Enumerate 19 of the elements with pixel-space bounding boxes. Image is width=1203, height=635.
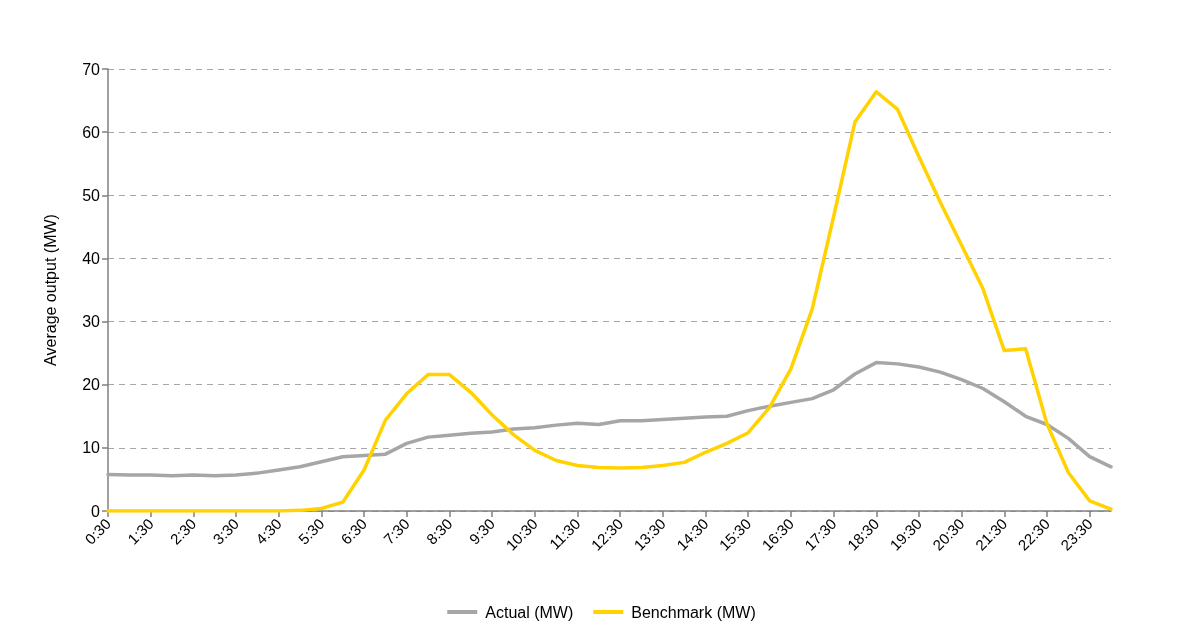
y-tick-label: 0	[91, 502, 101, 520]
y-tick-label: 50	[82, 186, 101, 204]
x-tick-label: 3:30	[209, 514, 243, 548]
x-tick-label: 4:30	[252, 514, 285, 548]
y-tick-label: 10	[82, 439, 101, 457]
x-tick-label: 7:30	[380, 514, 413, 548]
line-series	[106, 360, 1113, 478]
legend-label: Actual (MW)	[485, 603, 574, 621]
x-tick-label: 9:30	[465, 514, 499, 548]
x-tick-label: 6:30	[337, 514, 371, 548]
legend-label: Benchmark (MW)	[631, 603, 756, 621]
y-tick-label: 20	[82, 376, 101, 394]
y-tick-label: 30	[82, 313, 101, 331]
x-tick-label: 8:30	[422, 514, 456, 548]
y-tick-label: 70	[82, 60, 101, 78]
y-tick-label: 60	[82, 123, 101, 141]
x-tick-label: 5:30	[294, 514, 328, 548]
y-axis-title: Average output (MW)	[41, 214, 59, 366]
y-tick-label: 40	[82, 249, 101, 267]
